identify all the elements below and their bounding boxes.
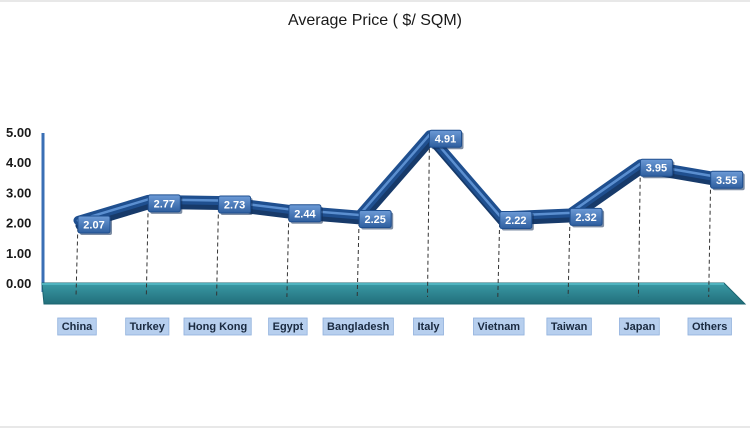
category-label-1: Turkey xyxy=(125,317,170,336)
category-label-box xyxy=(125,317,170,336)
data-label-5: 4.91 xyxy=(429,129,464,150)
data-label-text: 2.73 xyxy=(224,200,245,212)
y-tick-label: 4.00 xyxy=(6,155,31,170)
category-label-0: China xyxy=(57,317,97,336)
data-label-box xyxy=(499,210,533,229)
category-label-box xyxy=(687,317,732,336)
category-label-3: Egypt xyxy=(268,317,308,336)
data-label-text: 3.55 xyxy=(716,175,737,187)
category-label-box xyxy=(57,317,97,336)
chart-floor xyxy=(41,282,747,305)
category-label-2: Hong Kong xyxy=(183,317,252,336)
category-label-text: Turkey xyxy=(130,321,166,333)
data-label-4: 2.25 xyxy=(358,210,394,230)
category-label-text: Hong Kong xyxy=(188,321,247,333)
data-label-box xyxy=(358,210,392,229)
category-label-text: Others xyxy=(692,321,727,333)
data-label-box xyxy=(288,204,322,223)
category-label-text: Japan xyxy=(624,321,656,333)
data-label-box xyxy=(429,129,462,148)
data-label-7: 2.32 xyxy=(569,207,605,228)
series-line-layer xyxy=(73,130,718,230)
chart-title: Average Price ( $/ SQM) xyxy=(288,12,462,29)
category-label-box xyxy=(268,317,308,336)
category-label-box xyxy=(473,317,525,336)
y-tick-label: 3.00 xyxy=(6,185,31,200)
category-label-5: Italy xyxy=(413,317,444,336)
data-label-text: 2.22 xyxy=(505,215,526,227)
data-label-text: 2.07 xyxy=(83,219,104,231)
drop-line-8 xyxy=(637,163,641,298)
data-label-3: 2.44 xyxy=(288,204,323,224)
category-label-text: Taiwan xyxy=(551,321,588,333)
category-label-9: Others xyxy=(687,317,732,336)
data-labels-layer: 2.07 2.77 2.73 2.44 2.25 4.91 2.22 2.32 3.95 3.55 xyxy=(77,129,745,235)
data-label-box xyxy=(218,195,252,214)
category-labels-layer: China Turkey Hong Kong Egypt Bangladesh Italy… xyxy=(57,317,732,336)
category-label-4: Bangladesh xyxy=(322,317,394,336)
category-label-box xyxy=(183,317,252,336)
data-label-text: 2.32 xyxy=(575,212,596,224)
drop-line-1 xyxy=(145,199,149,298)
category-label-text: Bangladesh xyxy=(327,321,390,333)
drop-line-5 xyxy=(427,134,430,298)
category-label-text: Egypt xyxy=(273,321,304,333)
y-tick-label: 0.00 xyxy=(6,276,31,291)
drop-line-0 xyxy=(75,220,79,298)
data-label-box xyxy=(77,215,111,234)
category-label-box xyxy=(413,317,444,336)
drop-line-9 xyxy=(708,175,712,298)
data-label-2: 2.73 xyxy=(218,195,253,216)
category-label-7: Taiwan xyxy=(546,317,592,336)
data-label-6: 2.22 xyxy=(499,210,534,231)
drop-lines-layer xyxy=(75,134,712,298)
data-label-9: 3.55 xyxy=(710,170,745,191)
data-label-text: 4.91 xyxy=(435,134,456,146)
category-label-box xyxy=(546,317,592,336)
category-label-8: Japan xyxy=(619,317,660,336)
drop-line-7 xyxy=(567,212,571,298)
category-label-text: Vietnam xyxy=(478,321,521,333)
data-label-1: 2.77 xyxy=(147,194,183,214)
drop-line-3 xyxy=(286,209,290,298)
drop-line-2 xyxy=(216,200,220,298)
category-label-6: Vietnam xyxy=(473,317,525,336)
series-line-highlight xyxy=(76,133,712,222)
chart-floor-top-edge xyxy=(42,283,724,285)
y-tick-label: 2.00 xyxy=(6,216,31,231)
y-tick-label: 1.00 xyxy=(6,246,31,261)
axis-layer: 0.00 1.00 2.00 3.00 4.00 5.00 xyxy=(6,125,45,292)
category-label-box xyxy=(619,317,660,336)
data-label-text: 2.25 xyxy=(364,214,385,226)
data-label-box xyxy=(639,158,673,177)
floor-layer xyxy=(41,282,747,305)
data-label-text: 3.95 xyxy=(646,163,667,175)
data-label-box xyxy=(569,207,603,226)
y-tick-label: 5.00 xyxy=(6,125,31,140)
data-label-8: 3.95 xyxy=(639,158,675,179)
category-label-text: Italy xyxy=(417,321,440,333)
series-line-shadow xyxy=(75,135,718,230)
data-label-box xyxy=(710,170,744,189)
category-label-box xyxy=(322,317,394,336)
data-label-text: 2.77 xyxy=(154,198,175,210)
data-label-text: 2.44 xyxy=(294,208,316,220)
category-label-text: China xyxy=(62,321,93,333)
data-label-box xyxy=(147,194,181,213)
data-label-0: 2.07 xyxy=(77,215,112,235)
